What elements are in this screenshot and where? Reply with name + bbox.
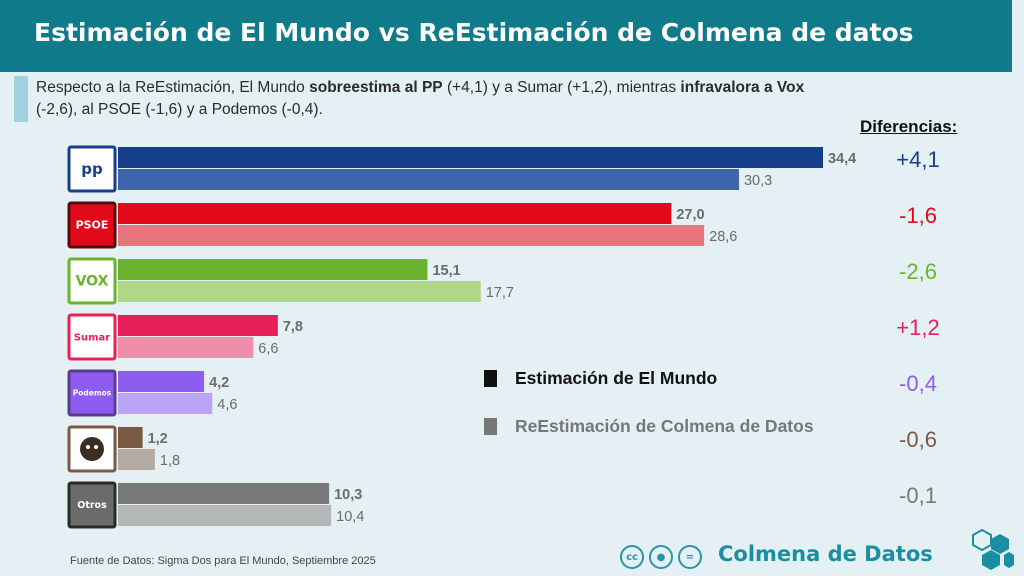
subtitle-part: (-2,6), al PSOE (-1,6) y a Podemos (-0,4… — [36, 101, 323, 118]
data-label-secondary-pp: 30,3 — [744, 173, 772, 189]
bar-primary-podemos — [118, 371, 205, 392]
salf-face-icon — [80, 437, 104, 461]
bar-primary-vox — [118, 259, 428, 280]
legend-swatch-primary — [484, 370, 497, 387]
source-note: Fuente de Datos: Sigma Dos para El Mundo… — [70, 555, 376, 567]
legend-swatch-secondary — [484, 418, 497, 435]
logo-text-psoe: PSOE — [76, 219, 109, 232]
data-label-primary-salf: 1,2 — [148, 431, 168, 447]
subtitle-part: (+4,1) y a Sumar (+1,2), mientras — [442, 79, 681, 96]
logo-text-podemos: Podemos — [73, 389, 112, 398]
legend-item-primary: Estimación de El Mundo — [484, 368, 717, 389]
cc-icon: cc — [620, 545, 644, 569]
subtitle-accent — [14, 76, 28, 122]
legend-item-secondary: ReEstimación de Colmena de Datos — [484, 416, 814, 437]
logo-text-sumar: Sumar — [74, 332, 110, 343]
bar-secondary-sumar — [118, 337, 254, 358]
data-label-primary-vox: 15,1 — [432, 263, 460, 279]
subtitle-part: Respecto a la ReEstimación, El Mundo — [36, 79, 310, 96]
difference-podemos: -0,4 — [899, 371, 937, 396]
data-label-secondary-salf: 1,8 — [160, 453, 180, 469]
bar-primary-psoe — [118, 203, 672, 224]
equals-icon: = — [678, 545, 702, 569]
difference-otros: -0,1 — [899, 483, 937, 508]
podemos-logo-icon — [67, 369, 117, 417]
data-label-primary-podemos: 4,2 — [209, 375, 229, 391]
logo-text-otros: Otros — [77, 500, 107, 511]
data-label-secondary-sumar: 6,6 — [258, 341, 278, 357]
vox-logo-icon — [67, 257, 117, 305]
title-bar — [0, 0, 1012, 72]
psoe-logo-icon — [67, 201, 117, 249]
salf-eye-icon — [86, 445, 90, 449]
data-label-primary-pp: 34,4 — [828, 151, 856, 167]
data-label-secondary-podemos: 4,6 — [217, 397, 237, 413]
data-label-secondary-vox: 17,7 — [486, 285, 514, 301]
legend-label-secondary: ReEstimación de Colmena de Datos — [515, 416, 814, 436]
bar-secondary-salf — [118, 449, 155, 470]
chart-subtitle: Respecto a la ReEstimación, El Mundo sob… — [36, 77, 836, 121]
data-label-secondary-otros: 10,4 — [336, 509, 364, 525]
by-icon: ● — [649, 545, 673, 569]
data-label-secondary-psoe: 28,6 — [709, 229, 737, 245]
bar-secondary-psoe — [118, 225, 705, 246]
brand-name: Colmena de Datos — [718, 542, 933, 566]
license-icons: cc ● = — [620, 545, 702, 569]
bar-primary-sumar — [118, 315, 278, 336]
differences-header: Diferencias: — [860, 117, 958, 136]
bar-primary-pp — [118, 147, 823, 168]
data-label-primary-otros: 10,3 — [334, 487, 362, 503]
pp-logo-icon — [67, 145, 117, 193]
salf-eye-icon — [94, 445, 98, 449]
chart-title: Estimación de El Mundo vs ReEstimación d… — [34, 18, 914, 47]
data-label-primary-psoe: 27,0 — [676, 207, 704, 223]
subtitle-part: sobreestima al PP — [309, 79, 443, 96]
bar-secondary-vox — [118, 281, 481, 302]
otros-logo-icon — [67, 481, 117, 529]
difference-pp: +4,1 — [896, 147, 939, 172]
difference-sumar: +1,2 — [896, 315, 939, 340]
difference-salf: -0,6 — [899, 427, 937, 452]
hexagon-logo-icon — [972, 528, 1014, 570]
bar-primary-salf — [118, 427, 143, 448]
bar-secondary-pp — [118, 169, 739, 190]
logo-text-pp: pp — [81, 160, 103, 178]
difference-psoe: -1,6 — [899, 203, 937, 228]
data-label-primary-sumar: 7,8 — [283, 319, 303, 335]
bar-primary-otros — [118, 483, 330, 504]
subtitle-part: infravalora a Vox — [680, 79, 805, 96]
logo-text-vox: VOX — [76, 274, 109, 290]
legend-label-primary: Estimación de El Mundo — [515, 368, 718, 388]
sumar-logo-icon — [67, 313, 117, 361]
bar-secondary-podemos — [118, 393, 213, 414]
difference-vox: -2,6 — [899, 259, 937, 284]
bar-secondary-otros — [118, 505, 332, 526]
